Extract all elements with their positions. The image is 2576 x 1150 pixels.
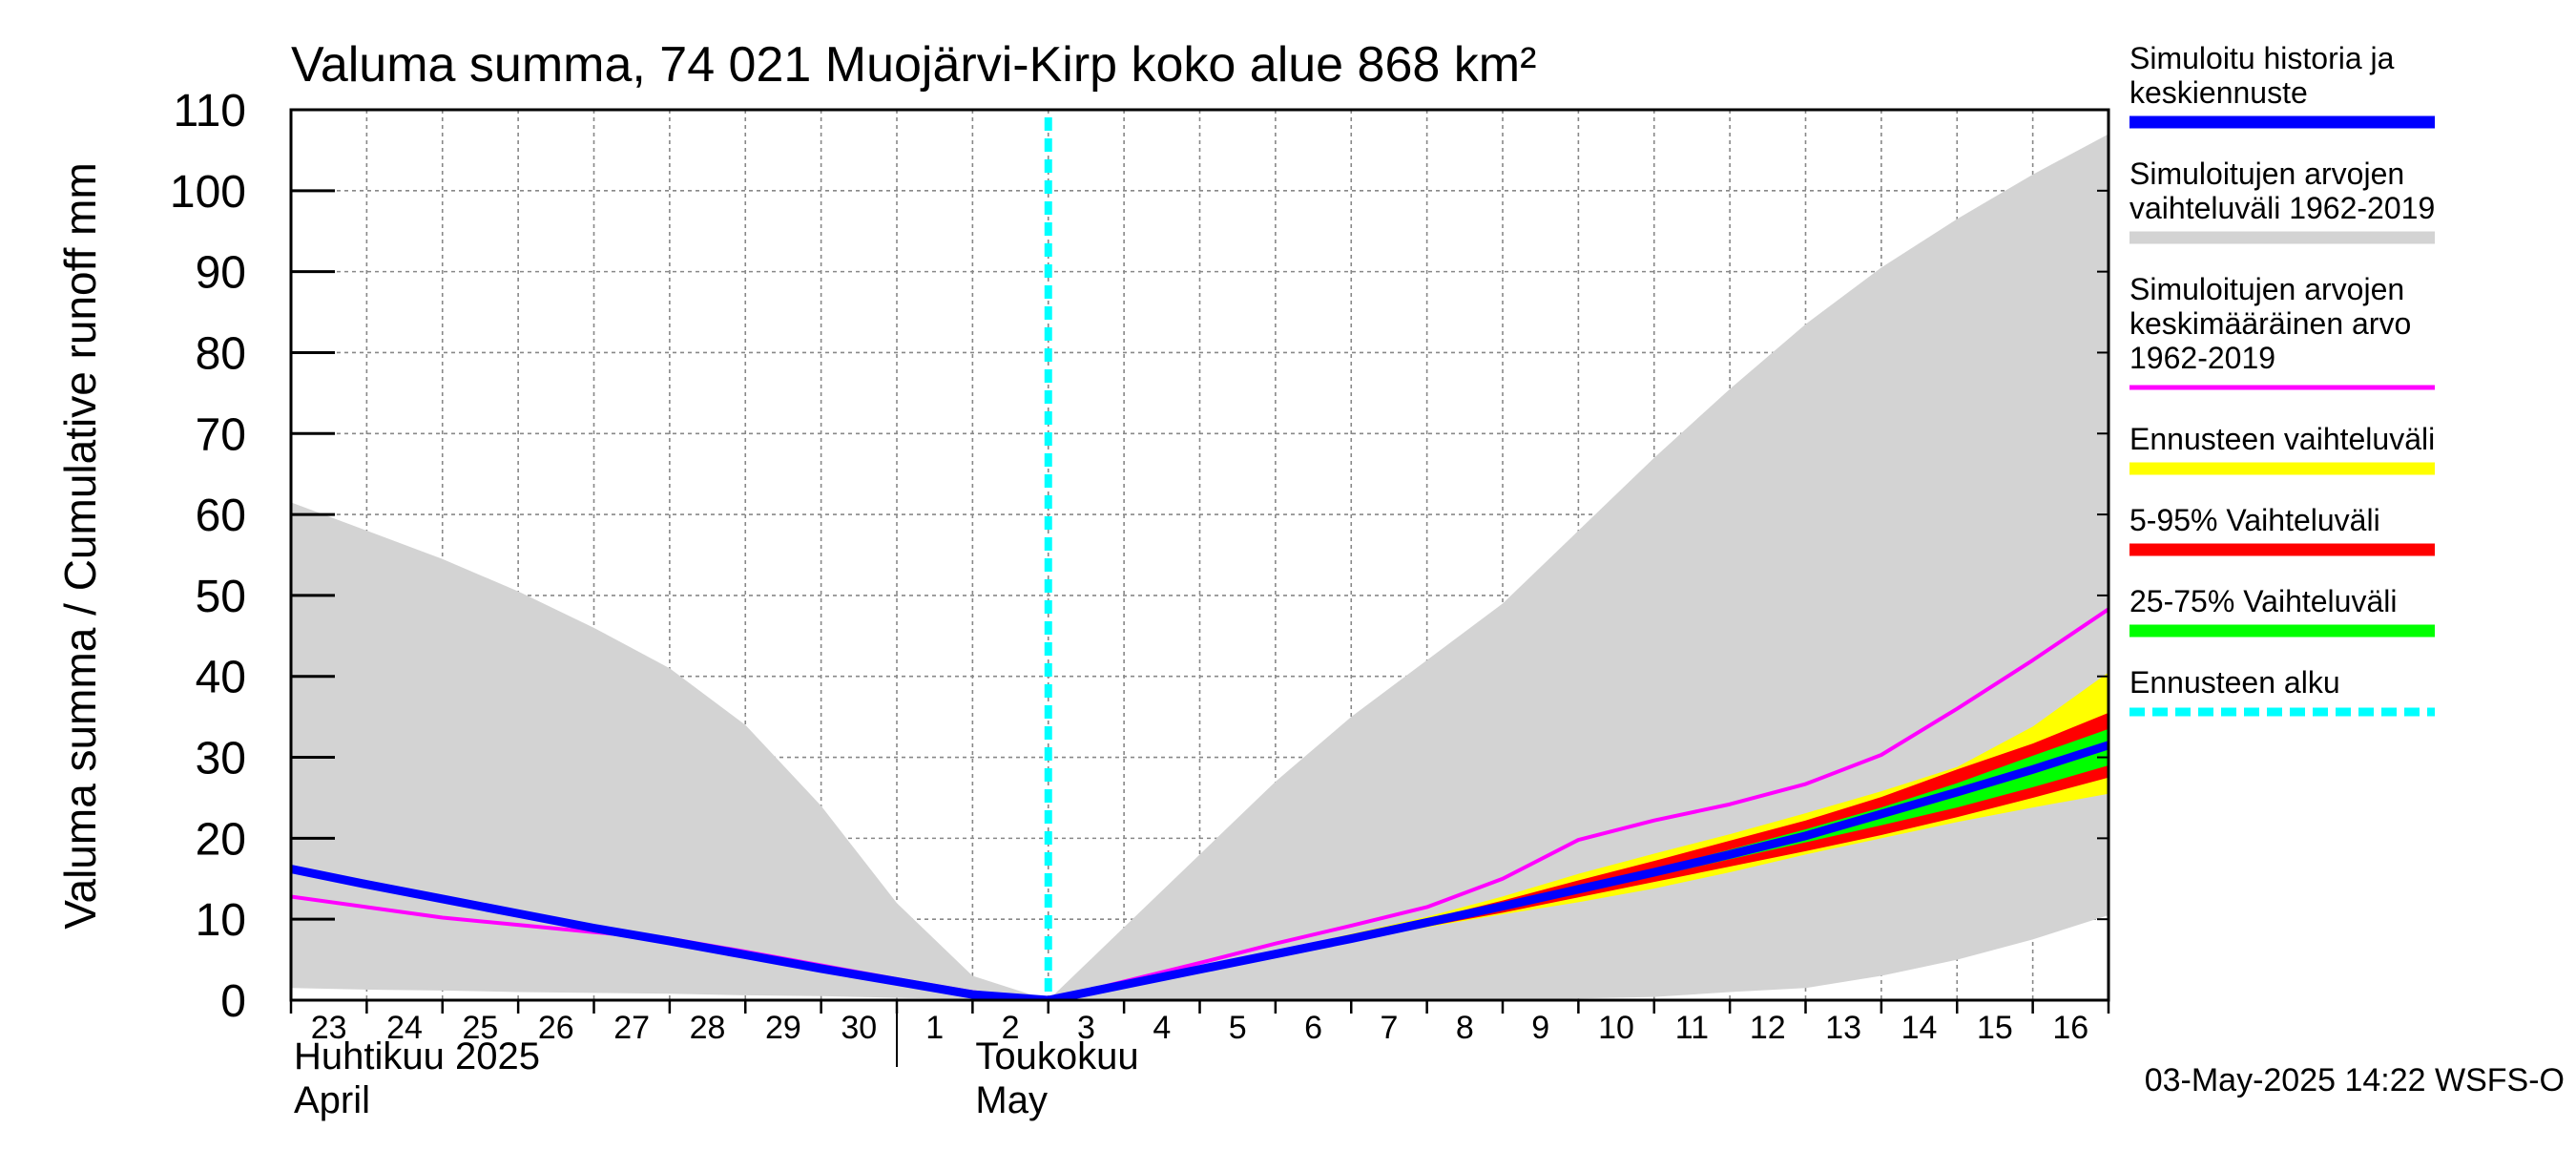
y-tick-label: 30 [196, 734, 246, 784]
legend-label: Ennusteen vaihteluväli [2129, 422, 2435, 456]
x-tick-label: 11 [1675, 1010, 1709, 1046]
y-tick-label: 40 [196, 653, 246, 703]
x-tick-label: 13 [1825, 1010, 1861, 1046]
x-tick-label: 2 [1002, 1010, 1020, 1046]
y-tick-label: 110 [173, 86, 246, 136]
y-tick-label: 50 [196, 572, 246, 622]
line-0000ff [291, 741, 2109, 1000]
x-tick-label: 8 [1456, 1010, 1474, 1046]
legend-label: Simuloitujen arvojen [2129, 157, 2404, 191]
x-tick-label: 26 [538, 1010, 574, 1046]
legend-label: vaihteluväli 1962-2019 [2129, 191, 2435, 225]
x-tick-label: 15 [1977, 1010, 2013, 1046]
footer-timestamp: 03-May-2025 14:22 WSFS-O [2145, 1062, 2565, 1098]
chart-title: Valuma summa, 74 021 Muojärvi-Kirp koko … [291, 37, 1536, 93]
legend-label: 25-75% Vaihteluväli [2129, 584, 2397, 618]
legend-label: keskimääräinen arvo [2129, 306, 2411, 341]
x-tick-label: 23 [311, 1010, 347, 1046]
y-tick-label: 20 [196, 814, 246, 865]
x-tick-label: 6 [1304, 1010, 1322, 1046]
x-tick-label: 25 [463, 1010, 499, 1046]
y-axis-label: Valuma summa / Cumulative runoff mm [55, 162, 105, 930]
legend-label: keskiennuste [2129, 75, 2308, 110]
y-tick-label: 80 [196, 328, 246, 379]
x-tick-label: 7 [1380, 1010, 1398, 1046]
legend-label: Ennusteen alku [2129, 665, 2340, 700]
x-tick-label: 30 [841, 1010, 877, 1046]
x-tick-label: 5 [1229, 1010, 1247, 1046]
x-tick-label: 14 [1901, 1010, 1938, 1046]
x-tick-label: 16 [2052, 1010, 2088, 1046]
month-label-en: April [294, 1079, 370, 1121]
y-tick-label: 100 [170, 167, 246, 218]
band-d3d3d3 [291, 134, 2109, 1000]
legend-label: Simuloitu historia ja [2129, 41, 2395, 75]
x-tick-label: 29 [765, 1010, 801, 1046]
x-tick-label: 28 [690, 1010, 726, 1046]
y-tick-label: 70 [196, 409, 246, 460]
y-tick-label: 10 [196, 895, 246, 946]
y-tick-label: 60 [196, 491, 246, 541]
x-tick-label: 1 [925, 1010, 944, 1046]
month-label: Huhtikuu 2025 [294, 1035, 540, 1077]
legend-label: 1962-2019 [2129, 341, 2275, 375]
x-tick-label: 9 [1531, 1010, 1549, 1046]
y-tick-label: 0 [220, 976, 246, 1027]
x-tick-label: 27 [613, 1010, 650, 1046]
legend-label: 5-95% Vaihteluväli [2129, 503, 2380, 537]
x-tick-label: 3 [1077, 1010, 1095, 1046]
month-label: Toukokuu [975, 1035, 1138, 1077]
legend-label: Simuloitujen arvojen [2129, 272, 2404, 306]
month-label-en: May [975, 1079, 1048, 1121]
series-group [291, 134, 2109, 1000]
x-tick-label: 10 [1598, 1010, 1634, 1046]
y-tick-label: 90 [196, 248, 246, 299]
x-tick-label: 12 [1750, 1010, 1786, 1046]
x-tick-label: 4 [1153, 1010, 1171, 1046]
x-tick-label: 24 [386, 1010, 423, 1046]
